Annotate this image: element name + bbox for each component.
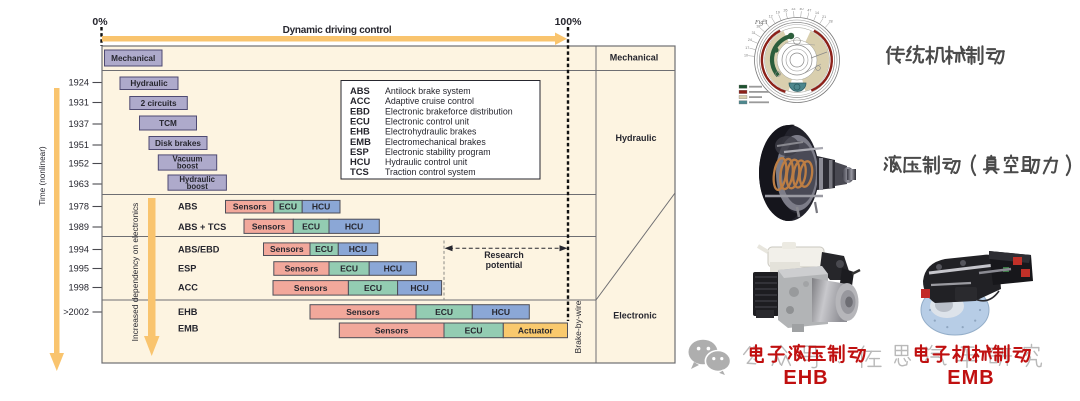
svg-text:31: 31 [752,31,756,35]
svg-text:EHB: EHB [178,307,198,317]
svg-text:ABS + TCS: ABS + TCS [178,222,226,232]
svg-text:ECU: ECU [315,244,333,254]
svg-text:HCU: HCU [384,264,402,274]
svg-text:26: 26 [784,8,788,12]
svg-text:Electronic brakeforce distribu: Electronic brakeforce distribution [385,106,513,116]
svg-text:Electrohydraulic brakes: Electrohydraulic brakes [385,127,477,137]
svg-text:Vacuum: Vacuum [173,155,203,164]
svg-text:HCU: HCU [350,156,371,167]
svg-text:21: 21 [822,15,826,19]
svg-text:1989: 1989 [69,222,89,232]
svg-text:Fig.1: Fig.1 [754,20,768,26]
svg-text:Sensors: Sensors [252,221,286,231]
svg-text:28: 28 [829,20,833,24]
svg-text:Hydraulic: Hydraulic [615,133,656,143]
svg-text:EBD: EBD [350,105,370,116]
svg-text:1995: 1995 [69,264,89,274]
svg-text:38: 38 [756,25,760,29]
svg-text:12: 12 [769,14,773,18]
svg-text:1931: 1931 [69,98,89,108]
svg-text:Electromechanical brakes: Electromechanical brakes [385,137,486,147]
svg-text:1937: 1937 [69,119,89,129]
svg-text:Sensors: Sensors [233,202,267,212]
svg-text:boost: boost [177,162,199,171]
svg-text:ECU: ECU [364,283,382,293]
svg-text:2 circuits: 2 circuits [141,99,177,108]
svg-text:1951: 1951 [69,140,89,150]
svg-text:1924: 1924 [69,78,89,88]
svg-text:Traction control system: Traction control system [385,167,476,177]
svg-text:TCS: TCS [350,166,369,177]
svg-text:EMB: EMB [178,324,199,334]
svg-text:ACC: ACC [350,95,371,106]
svg-text:ECU: ECU [302,221,320,231]
svg-text:100%: 100% [555,16,583,28]
svg-text:Mechanical: Mechanical [111,54,155,63]
svg-text:HCU: HCU [410,283,428,293]
svg-text:Sensors: Sensors [346,307,380,317]
svg-text:HCU: HCU [312,202,330,212]
svg-text:Electronic: Electronic [613,311,657,321]
svg-text:HCU: HCU [349,244,367,254]
svg-text:EHB: EHB [783,367,828,389]
svg-text:Antilock brake system: Antilock brake system [385,86,471,96]
svg-text:Hydraulic control unit: Hydraulic control unit [385,157,468,167]
svg-text:Mechanical: Mechanical [610,53,659,63]
svg-text:1952: 1952 [69,159,89,169]
svg-text:ECU: ECU [279,202,297,212]
svg-text:1994: 1994 [69,245,89,255]
svg-text:ECU: ECU [435,307,453,317]
svg-text:Hydraulic: Hydraulic [179,175,215,184]
svg-text:1978: 1978 [69,202,89,212]
svg-text:Brake-by-wire: Brake-by-wire [573,300,583,353]
svg-text:19: 19 [776,11,780,15]
svg-text:ACC: ACC [178,283,198,293]
svg-text:1998: 1998 [69,283,89,293]
svg-text:ECU: ECU [340,264,358,274]
svg-text:Increased dependency on electr: Increased dependency on electronics [130,203,140,342]
svg-text:10: 10 [744,54,748,58]
svg-text:47: 47 [807,9,811,13]
svg-text:Adaptive cruise control: Adaptive cruise control [385,96,474,106]
svg-text:Sensors: Sensors [270,244,304,254]
svg-text:Actuator: Actuator [518,325,554,335]
svg-text:HCU: HCU [345,221,363,231]
svg-text:ESP: ESP [350,146,369,157]
svg-text:ESP: ESP [178,264,196,274]
svg-text:boost: boost [187,182,209,191]
svg-text:Time (nonlinear): Time (nonlinear) [38,146,47,206]
svg-text:Research: Research [484,250,524,260]
svg-text:0%: 0% [92,16,108,28]
svg-text:24: 24 [748,38,752,42]
svg-text:Hydraulic: Hydraulic [130,79,168,88]
svg-text:potential: potential [486,260,523,270]
svg-text:EHB: EHB [350,126,370,137]
svg-text:17: 17 [745,46,749,50]
svg-text:Dynamic driving control: Dynamic driving control [283,25,392,36]
svg-text:EMB: EMB [947,367,994,389]
svg-text:33: 33 [791,8,795,11]
svg-text:1963: 1963 [69,179,89,189]
svg-text:14: 14 [815,11,819,15]
svg-text:Electronic stability program: Electronic stability program [385,147,491,157]
svg-text:HCU: HCU [492,307,510,317]
svg-text:40: 40 [800,8,804,11]
svg-text:ABS: ABS [178,202,197,212]
svg-text:>2002: >2002 [63,307,89,317]
svg-text:EMB: EMB [350,136,371,147]
svg-text:Disk brakes: Disk brakes [155,139,201,148]
svg-text:ABS/EBD: ABS/EBD [178,245,220,255]
svg-text:Sensors: Sensors [285,264,319,274]
svg-text:Sensors: Sensors [294,283,328,293]
svg-text:ECU: ECU [465,325,483,335]
svg-text:Electronic control unit: Electronic control unit [385,117,470,127]
svg-text:Sensors: Sensors [375,325,409,335]
svg-text:ABS: ABS [350,85,370,96]
svg-text:45: 45 [762,19,766,23]
svg-text:TCM: TCM [159,119,177,128]
svg-text:ECU: ECU [350,116,370,127]
